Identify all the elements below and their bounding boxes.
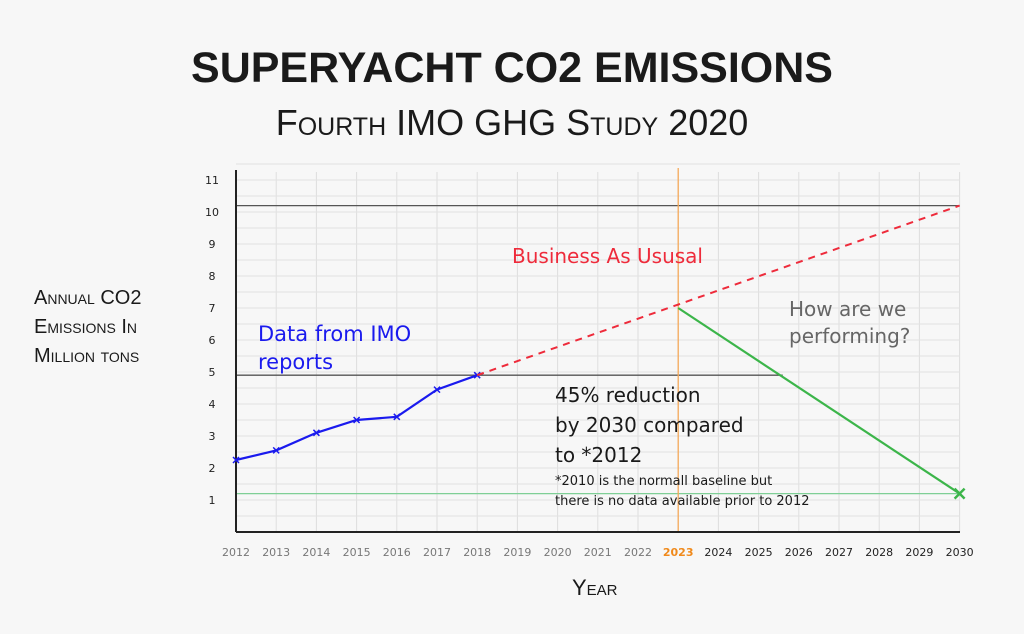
x-tick-label: 2022 [624,546,652,559]
y-tick-label: 11 [205,174,219,187]
y-tick-label: 5 [209,366,216,379]
target-annotation-3: to *2012 [555,443,643,467]
x-tick-label: 2016 [383,546,411,559]
x-tick-label: 2029 [905,546,933,559]
footnote-2: there is no data available prior to 2012 [555,494,810,509]
bau-annotation: Business As Ususal [512,244,703,268]
y-tick-label: 3 [209,430,216,443]
x-tick-label: 2024 [704,546,732,559]
y-tick-label: 6 [209,334,216,347]
x-tick-label: 2028 [865,546,893,559]
x-tick-label: 2025 [745,546,773,559]
data-point-marker [393,413,401,421]
footnote-1: *2010 is the normall baseline but [555,474,773,489]
x-tick-label: 2020 [544,546,572,559]
y-tick-label: 2 [209,462,216,475]
x-tick-label: 2014 [302,546,330,559]
x-tick-label: 2015 [343,546,371,559]
data-point-marker [232,456,240,464]
series-line-2 [677,307,961,495]
x-tick-label: 2021 [584,546,612,559]
data-point-marker [353,416,361,424]
y-tick-label: 7 [209,302,216,315]
x-tick-label: 2017 [423,546,451,559]
target-annotation-1: 45% reduction [555,383,701,407]
x-tick-label: 2019 [503,546,531,559]
y-axis-label: Annual CO2 Emissions In Million tons [34,287,142,367]
target-marker [953,487,966,500]
imo-annotation: Data from IMO reports [258,322,412,374]
x-tick-label: 2012 [222,546,250,559]
x-tick-label: 2013 [262,546,290,559]
y-tick-label: 4 [209,398,216,411]
y-tick-label: 1 [209,494,216,507]
performing-annotation-1: How are we [789,297,907,321]
data-point-marker [272,446,280,454]
x-tick-label: 2018 [463,546,491,559]
data-point-marker [312,429,320,437]
data-point-marker [433,386,441,394]
y-tick-label: 10 [205,206,219,219]
x-tick-label: 2030 [946,546,974,559]
y-tick-label: 9 [209,238,216,251]
target-annotation-2: by 2030 compared [555,413,744,437]
x-tick-label: 2023 [663,546,694,559]
chart-subtitle: Fourth IMO GHG Study 2020 [275,102,749,143]
x-tick-label: 2027 [825,546,853,559]
x-axis-label: Year [572,575,618,600]
chart-title: SUPERYACHT CO2 EMISSIONS [191,44,833,92]
performing-annotation-2: performing? [789,324,911,348]
y-tick-label: 8 [209,270,216,283]
x-tick-label: 2026 [785,546,813,559]
